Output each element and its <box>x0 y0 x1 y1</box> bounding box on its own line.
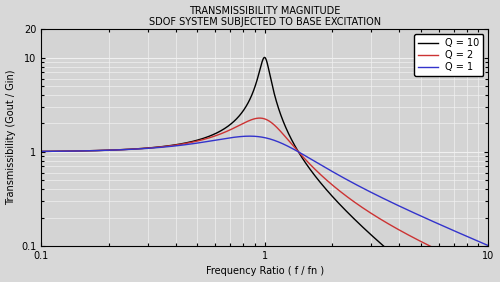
Q = 10 <box>38 150 44 153</box>
Q = 2 <box>38 150 44 153</box>
Q = 2 <box>116 148 121 151</box>
Q = 1 <box>246 135 252 138</box>
Q = 10 <box>89 149 95 152</box>
Q = 1 <box>476 240 482 244</box>
Q = 1 <box>89 149 95 152</box>
Q = 1 <box>229 136 235 139</box>
Q = 2 <box>89 149 95 152</box>
Legend: Q = 10, Q = 2, Q = 1: Q = 10, Q = 2, Q = 1 <box>414 34 484 76</box>
Q = 1 <box>210 139 216 142</box>
Line: Q = 10: Q = 10 <box>41 58 488 282</box>
Q = 1 <box>486 244 492 247</box>
Q = 1 <box>428 219 434 222</box>
Q = 2 <box>486 272 492 275</box>
Q = 2 <box>428 245 434 248</box>
Q = 1 <box>38 150 44 153</box>
Y-axis label: Transmissibility (Gout / Gin): Transmissibility (Gout / Gin) <box>6 70 16 205</box>
Q = 10 <box>116 148 121 151</box>
Q = 2 <box>256 116 262 120</box>
Q = 10 <box>210 133 216 136</box>
Q = 2 <box>229 127 235 131</box>
Q = 2 <box>210 135 216 138</box>
Q = 1 <box>116 148 121 151</box>
Title: TRANSMISSIBILITY MAGNITUDE
SDOF SYSTEM SUBJECTED TO BASE EXCITATION: TRANSMISSIBILITY MAGNITUDE SDOF SYSTEM S… <box>148 6 381 27</box>
Q = 10 <box>262 56 268 59</box>
Line: Q = 2: Q = 2 <box>41 118 488 273</box>
X-axis label: Frequency Ratio ( f / fn ): Frequency Ratio ( f / fn ) <box>206 266 324 276</box>
Q = 10 <box>229 121 235 125</box>
Line: Q = 1: Q = 1 <box>41 136 488 246</box>
Q = 2 <box>476 268 482 271</box>
